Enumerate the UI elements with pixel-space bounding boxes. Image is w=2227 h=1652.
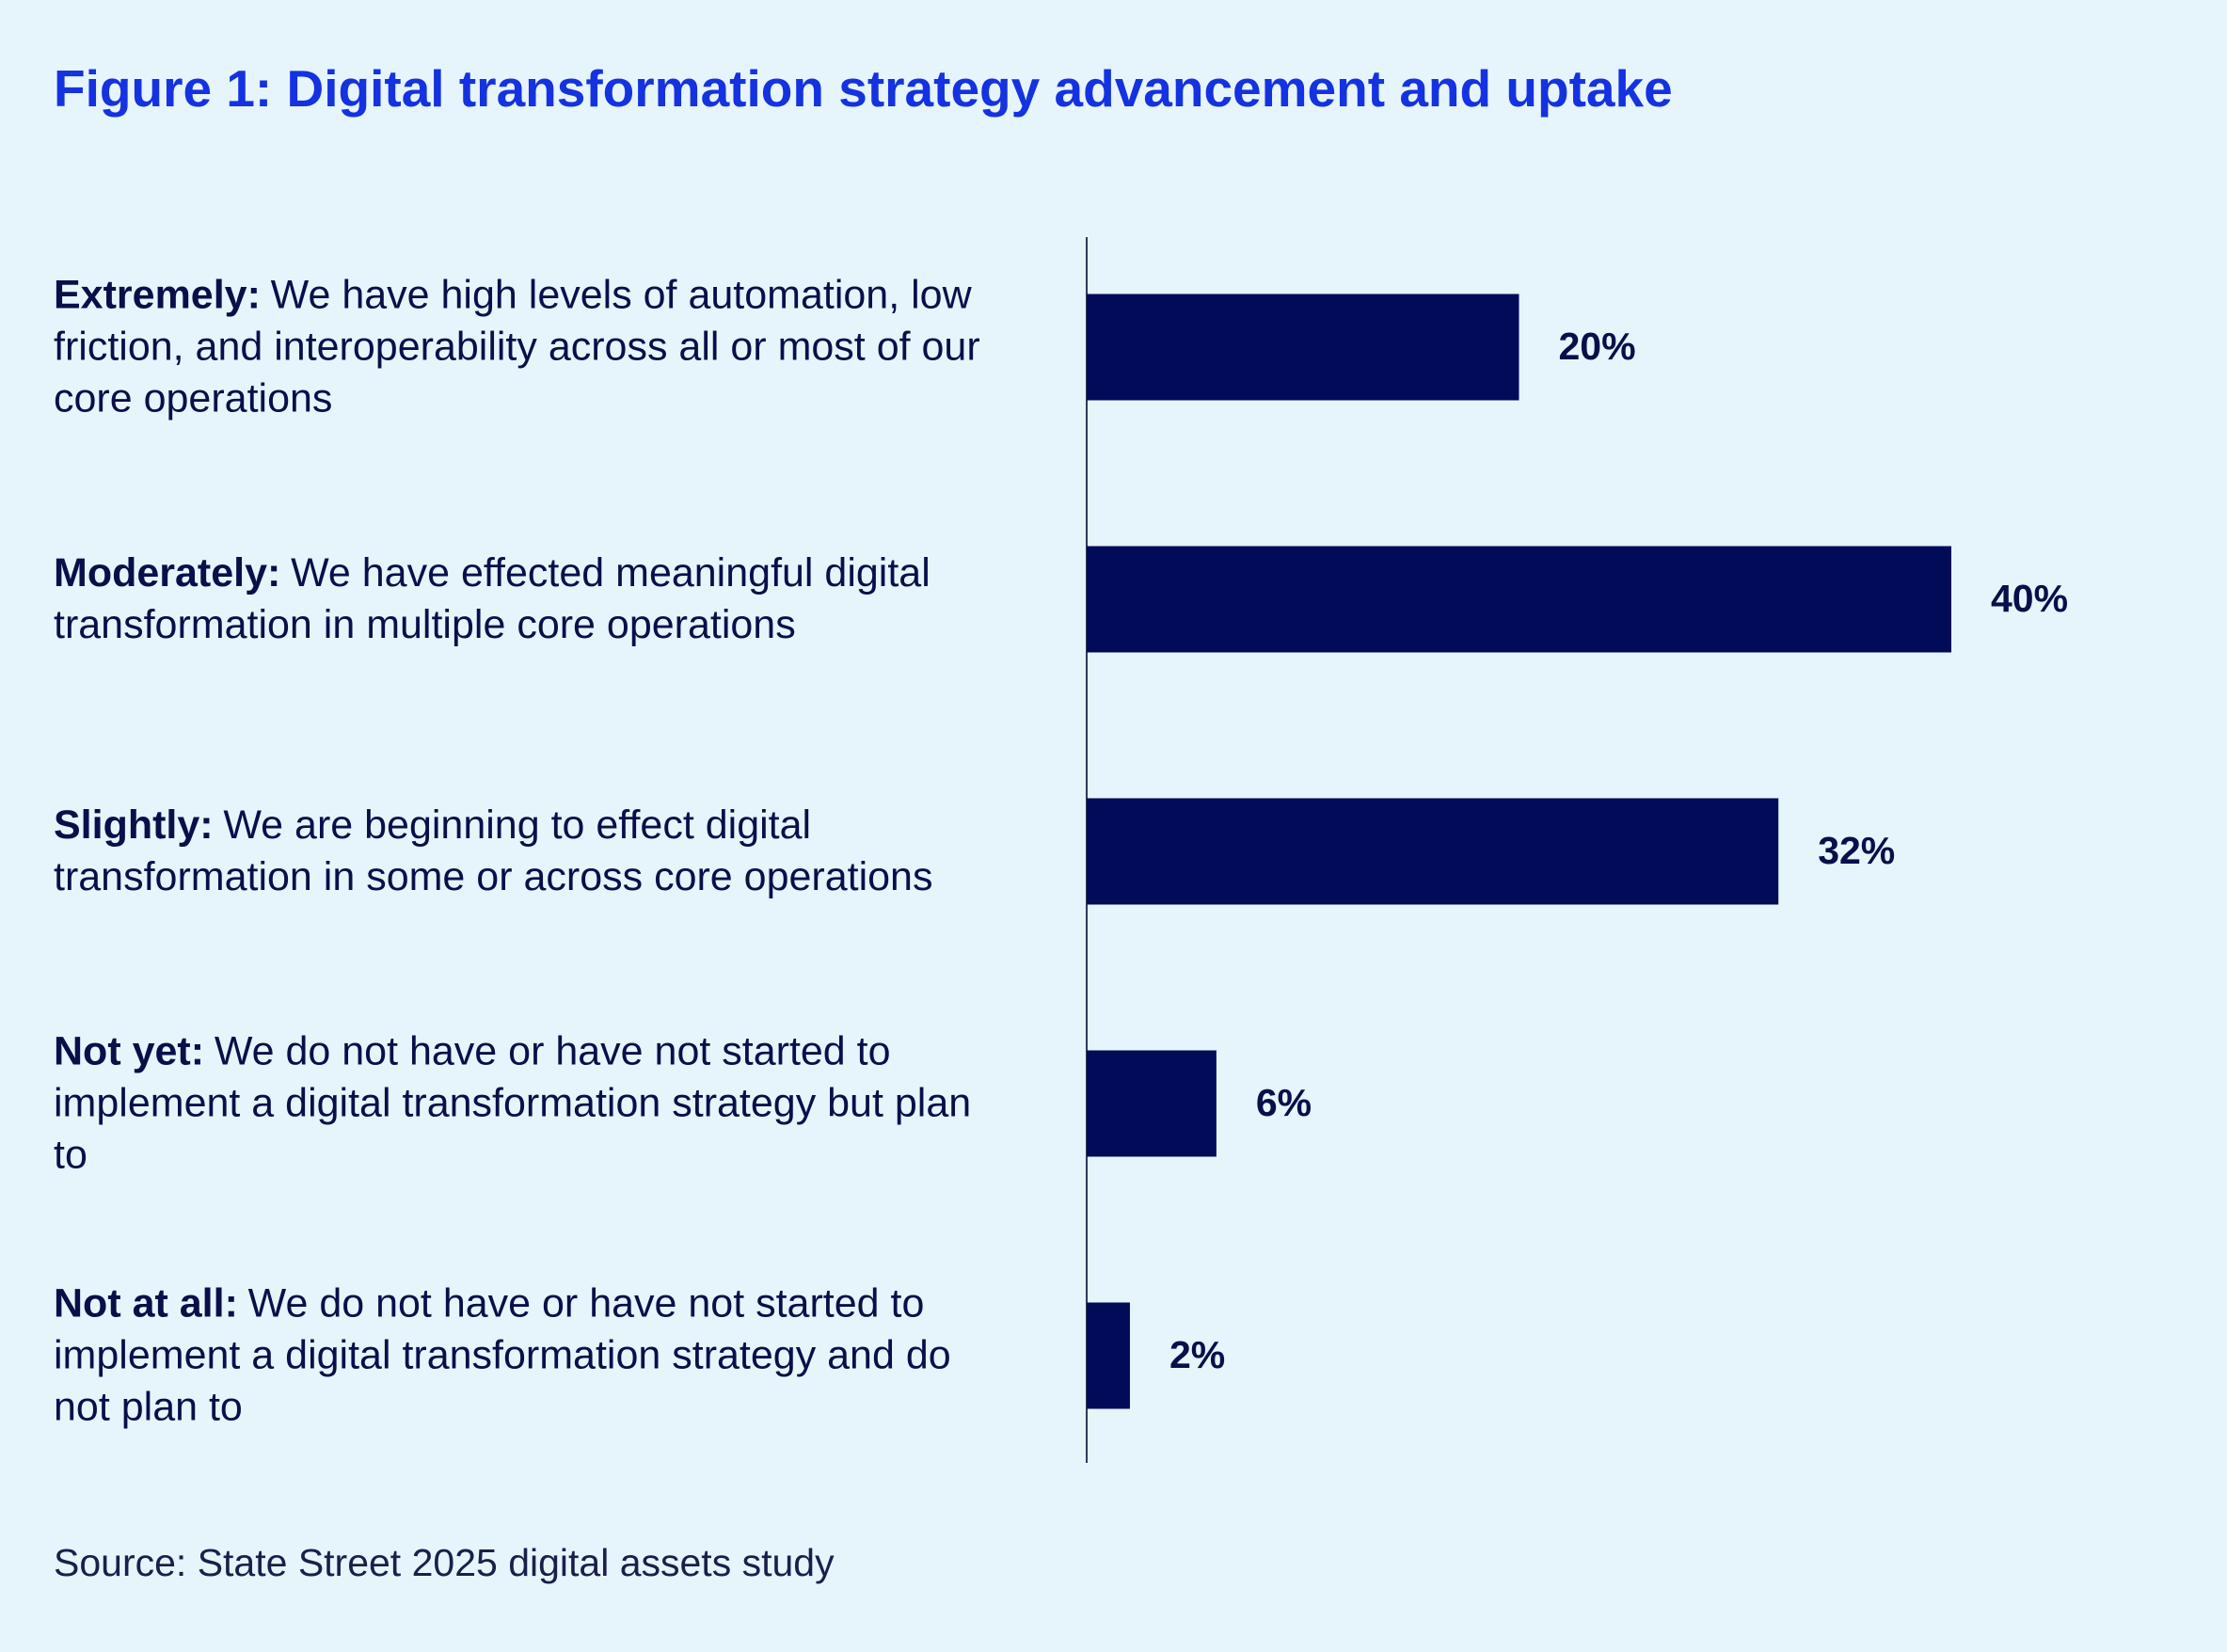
value-label: 2%	[1169, 1333, 1225, 1376]
value-label: 40%	[1991, 577, 2068, 620]
category-description: We are beginning to effect digital trans…	[54, 802, 933, 899]
bar	[1087, 1050, 1217, 1157]
bar	[1087, 546, 1951, 653]
category-description: We do not have or have not started to im…	[54, 1280, 951, 1430]
category-name: Not yet:	[54, 1028, 205, 1074]
category-name: Extremely:	[54, 272, 261, 318]
value-label: 20%	[1559, 325, 1636, 368]
bar	[1087, 294, 1519, 401]
category-label: Not yet: We do not have or have not start…	[54, 1026, 1004, 1182]
bar	[1087, 798, 1779, 905]
category-name: Slightly:	[54, 802, 214, 848]
category-description: We do not have or have not started to im…	[54, 1028, 972, 1178]
category-label: Extremely: We have high levels of automat…	[54, 270, 1004, 425]
chart-title: Figure 1: Digital transformation strateg…	[54, 59, 1673, 118]
value-label: 32%	[1818, 829, 1895, 872]
category-name: Not at all:	[54, 1280, 238, 1326]
source-note: Source: State Street 2025 digital assets…	[54, 1541, 835, 1584]
category-description: We have high levels of automation, low f…	[54, 272, 980, 421]
category-label: Moderately: We have effected meaningful d…	[54, 548, 1004, 651]
bar	[1087, 1302, 1130, 1409]
category-description: We have effected meaningful digital tran…	[54, 550, 931, 647]
value-label: 6%	[1256, 1081, 1312, 1124]
category-name: Moderately:	[54, 550, 281, 596]
category-label: Slightly: We are beginning to effect digi…	[54, 800, 1004, 903]
category-label: Not at all: We do not have or have not st…	[54, 1279, 1004, 1434]
